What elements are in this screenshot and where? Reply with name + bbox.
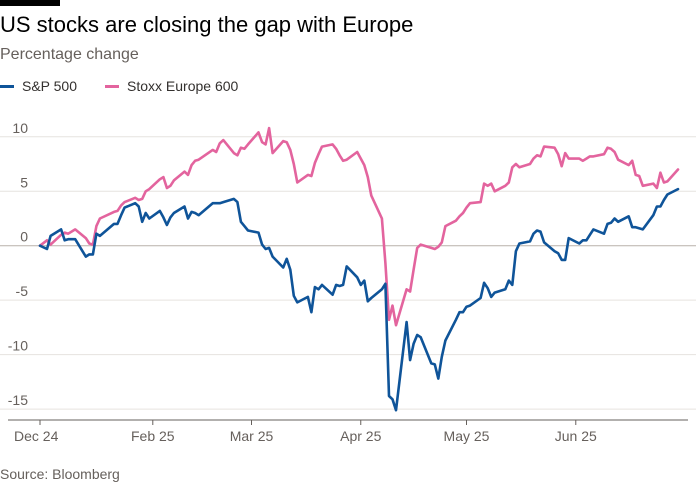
y-tick-label: 10 [12, 120, 28, 136]
x-tick-label: Dec 24 [14, 428, 59, 444]
x-tick-label: Mar 25 [230, 428, 274, 444]
source-note: Source: Bloomberg [0, 466, 120, 482]
legend-item-stoxx600: Stoxx Europe 600 [105, 78, 238, 94]
series-line-sp500 [38, 187, 680, 412]
series-lines [38, 126, 680, 412]
legend-label-sp500: S&P 500 [22, 78, 78, 94]
y-tick-label: 0 [20, 229, 28, 245]
chart-title: US stocks are closing the gap with Europ… [0, 12, 414, 37]
chart-subtitle: Percentage change [0, 46, 139, 63]
x-tick-label: Jun 25 [555, 428, 597, 444]
x-axis: Dec 24 Feb 25 Mar 25 Apr 25 May 25 Jun 25 [8, 419, 688, 444]
legend-item-sp500: S&P 500 [0, 78, 77, 94]
gridlines [0, 136, 696, 410]
brand-bar [0, 0, 60, 6]
y-tick-label: -15 [8, 392, 28, 408]
legend-label-stoxx600: Stoxx Europe 600 [127, 78, 239, 94]
x-tick-label: Feb 25 [131, 428, 175, 444]
x-tick-label: May 25 [444, 428, 490, 444]
series-line-stoxx600 [38, 126, 680, 327]
y-tick-label: -5 [16, 283, 29, 299]
legend-swatch-stoxx600 [105, 84, 120, 88]
legend-swatch-sp500 [0, 84, 14, 88]
y-tick-label: -10 [8, 338, 28, 354]
y-tick-label: 5 [20, 174, 28, 190]
y-axis-labels: 10 5 0 -5 -10 -15 [8, 120, 28, 408]
legend: S&P 500 Stoxx Europe 600 [0, 78, 266, 94]
x-tick-label: Apr 25 [340, 428, 381, 444]
